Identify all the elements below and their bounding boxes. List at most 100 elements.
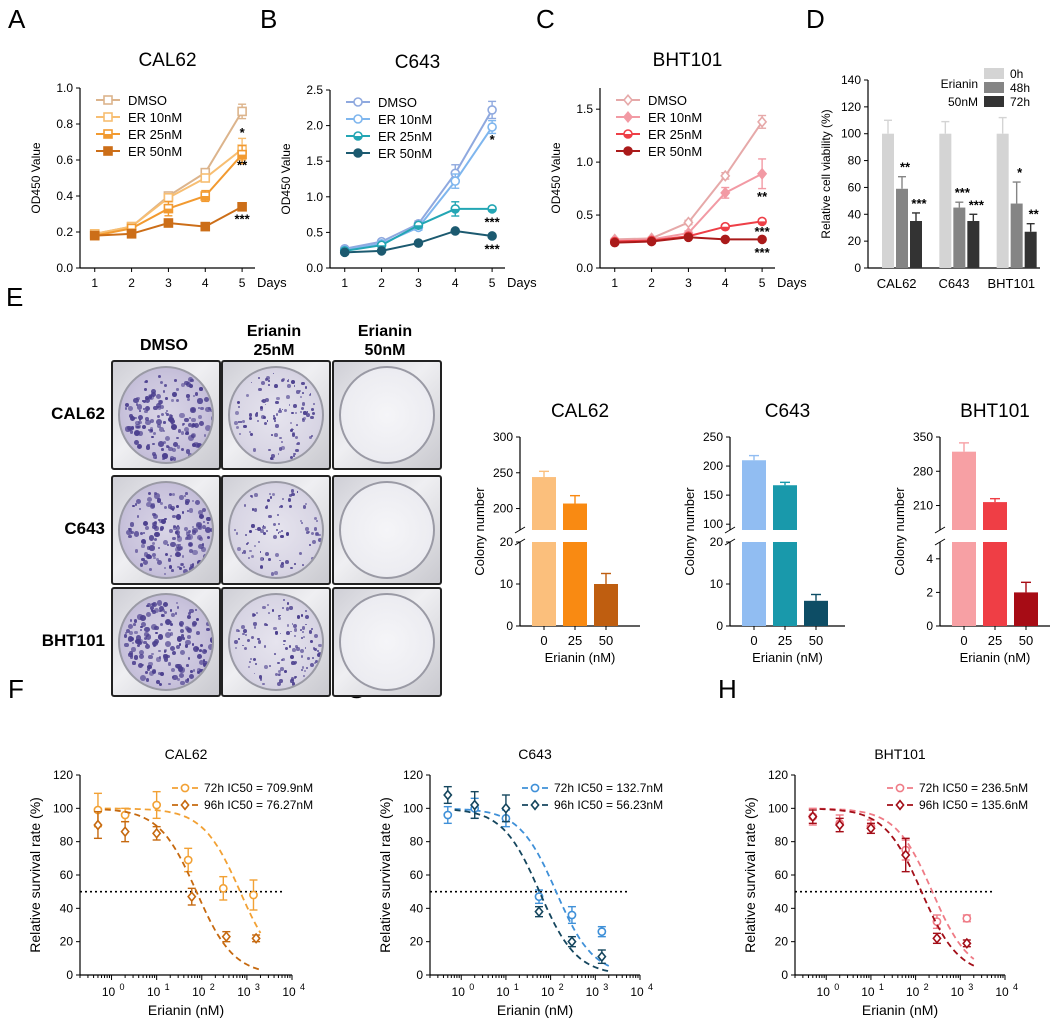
colony xyxy=(165,436,171,442)
colony xyxy=(309,640,313,644)
legend-label: ER 10nM xyxy=(378,112,432,127)
colony xyxy=(183,569,188,575)
colony xyxy=(175,398,180,403)
colony xyxy=(188,435,195,441)
legend-label: 48h xyxy=(1010,81,1030,95)
significance-mark: ** xyxy=(900,160,911,175)
colony xyxy=(248,416,252,420)
colony xyxy=(257,640,262,644)
data-point xyxy=(597,951,607,963)
y-tick-label: 100 xyxy=(403,801,423,815)
legend-label: ER 50nM xyxy=(648,144,702,159)
colony xyxy=(157,634,164,640)
x-axis-label: Erianin (nM) xyxy=(545,650,616,665)
colony xyxy=(242,628,247,633)
colony xyxy=(144,643,150,650)
colony xyxy=(311,531,315,535)
colony xyxy=(272,415,275,418)
colony xyxy=(189,565,196,572)
y-tick-label: 0.2 xyxy=(56,225,73,239)
colony xyxy=(271,457,274,461)
colony xyxy=(316,649,319,652)
colony xyxy=(300,655,304,658)
x-tick-exponent: 3 xyxy=(968,982,973,992)
colony xyxy=(262,532,266,536)
colony xyxy=(244,646,248,650)
colony xyxy=(282,598,286,601)
colony xyxy=(160,613,164,617)
colony xyxy=(179,628,185,634)
data-point xyxy=(757,115,768,128)
data-point-fill xyxy=(164,208,173,213)
colony xyxy=(313,648,317,652)
colony xyxy=(275,424,279,428)
colony xyxy=(144,626,150,633)
data-point-fill xyxy=(451,208,460,213)
colony xyxy=(159,519,163,524)
colony xyxy=(151,541,156,546)
colony xyxy=(256,412,259,414)
colony xyxy=(280,658,283,661)
colony xyxy=(172,650,177,655)
category-label: 0 xyxy=(960,633,967,648)
colony xyxy=(135,638,142,645)
y-tick-label: 140 xyxy=(841,73,861,87)
culture-dish xyxy=(339,366,435,464)
significance-mark: *** xyxy=(235,211,251,226)
data-point xyxy=(376,246,387,256)
data-point xyxy=(163,193,174,203)
colony xyxy=(155,631,158,635)
colony xyxy=(150,503,156,508)
colony xyxy=(176,534,181,538)
colony xyxy=(300,668,303,671)
colony xyxy=(165,641,171,647)
y-tick-label: 100 xyxy=(53,801,73,815)
colony xyxy=(196,559,202,565)
colony xyxy=(150,388,157,395)
x-axis-label: Days xyxy=(777,275,807,290)
y-tick-label: 120 xyxy=(841,100,861,114)
colony-plate xyxy=(332,360,442,470)
colony xyxy=(206,628,210,632)
y-tick-label: 1.0 xyxy=(576,155,593,169)
legend-title: Erianin xyxy=(941,77,978,91)
colony xyxy=(127,405,134,412)
colony xyxy=(201,525,206,530)
colony xyxy=(151,669,156,674)
chart-B: C643 0.0 0.5 1.0 1.5 2.0 2.5 1 2 3 4 5 Days OD450 Val… xyxy=(279,52,537,290)
colony xyxy=(266,624,269,627)
y-axis-label: OD450 Value xyxy=(549,142,563,213)
colony-plate xyxy=(111,475,221,585)
chart-C: BHT101 0.0 0.5 1.0 1.5 1 2 3 4 5 Days OD450 Value DM… xyxy=(549,50,807,290)
colony xyxy=(290,677,295,681)
colony xyxy=(293,624,298,629)
data-point xyxy=(339,247,350,258)
colony xyxy=(309,394,311,397)
colony xyxy=(311,657,314,659)
colony xyxy=(185,449,191,454)
colony xyxy=(196,631,201,636)
colony xyxy=(202,543,205,546)
legend-label: DMSO xyxy=(378,95,417,110)
colony xyxy=(129,430,134,434)
significance-mark: *** xyxy=(955,185,971,200)
data-point xyxy=(120,826,130,838)
colony xyxy=(179,680,185,686)
legend-marker xyxy=(623,146,633,156)
y-tick-label: 60 xyxy=(410,868,424,882)
colony xyxy=(284,560,289,564)
colony xyxy=(277,670,281,674)
colony xyxy=(163,566,167,570)
colony xyxy=(280,505,284,509)
colony xyxy=(167,558,171,562)
colony xyxy=(173,379,177,382)
y-tick-label: 0.0 xyxy=(306,261,323,275)
colony xyxy=(178,643,182,646)
colony xyxy=(262,605,266,610)
colony xyxy=(267,384,270,386)
colony xyxy=(197,671,201,675)
colony xyxy=(273,419,276,422)
colony xyxy=(154,526,160,531)
colony xyxy=(196,442,202,448)
data-point xyxy=(901,849,911,861)
